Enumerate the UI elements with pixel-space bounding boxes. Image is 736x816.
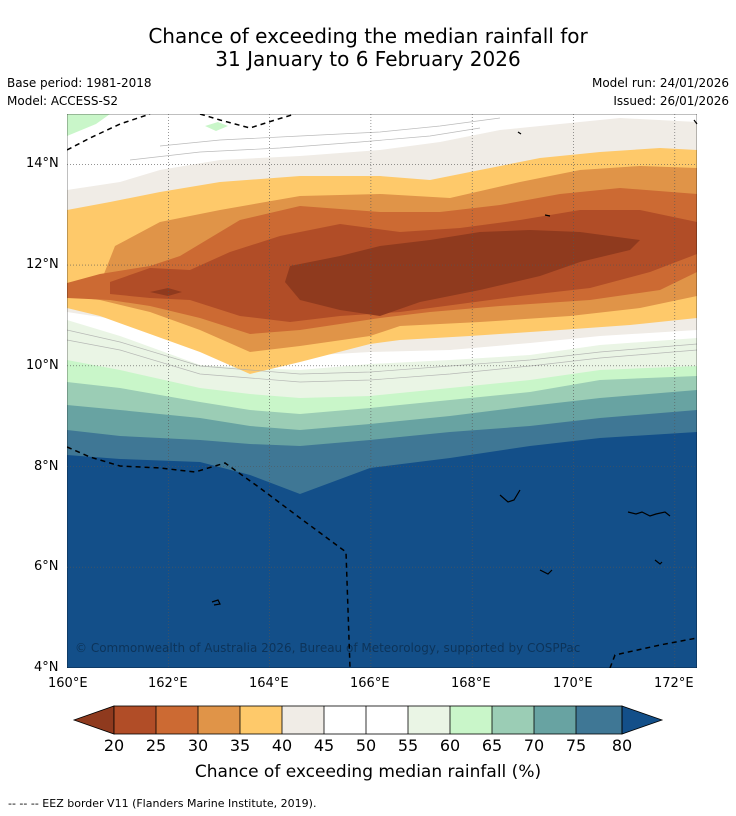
colorbar-tick-20: 20 (103, 736, 125, 755)
title-line-1: Chance of exceeding the median rainfall … (148, 24, 588, 48)
graticule (67, 114, 697, 668)
issued-date: Issued: 26/01/2026 (613, 94, 729, 108)
colorbar-tick-30: 30 (187, 736, 209, 755)
lon-tick-164: 164°E (249, 676, 289, 691)
model-run-date: Model run: 24/01/2026 (591, 76, 729, 90)
lon-tick-160: 160°E (48, 676, 88, 691)
lat-tick-6: 6°N (34, 559, 59, 574)
colorbar-title: Chance of exceeding median rainfall (%) (194, 762, 542, 782)
lat-tick-8: 8°N (34, 459, 59, 474)
lat-tick-14: 14°N (26, 156, 59, 171)
lon-tick-170: 170°E (553, 676, 593, 691)
colorbar-tick-80: 80 (611, 736, 633, 755)
colorbar-tick-50: 50 (355, 736, 377, 755)
colorbar-tick-35: 35 (229, 736, 251, 755)
band-under-20-west (150, 288, 182, 296)
colorbar-under-triangle (72, 705, 115, 735)
lon-tick-172: 172°E (654, 676, 694, 691)
colorbar (72, 705, 664, 735)
colorbar-tick-55: 55 (397, 736, 419, 755)
lat-tick-10: 10°N (26, 358, 59, 373)
lat-tick-4: 4°N (34, 660, 59, 675)
copyright-notice: © Commonwealth of Australia 2026, Bureau… (75, 641, 581, 655)
rainfall-probability-map (67, 114, 697, 668)
colorbar-tick-40: 40 (271, 736, 293, 755)
lon-tick-166: 166°E (350, 676, 390, 691)
colorbar-tick-60: 60 (439, 736, 461, 755)
contour-lines (67, 117, 697, 383)
lon-tick-162: 162°E (148, 676, 188, 691)
eez-borders (67, 114, 697, 668)
band-under-20 (285, 230, 640, 316)
colorbar-over-triangle (621, 705, 664, 735)
lat-tick-12: 12°N (26, 257, 59, 272)
band-60-65-patch-nw (67, 114, 110, 136)
colorbar-tick-25: 25 (145, 736, 167, 755)
colorbar-tick-65: 65 (481, 736, 503, 755)
band-60-65-patch (205, 122, 228, 131)
colorbar-tick-45: 45 (313, 736, 335, 755)
base-period: Base period: 1981-2018 (7, 76, 152, 90)
colorbar-tick-70: 70 (523, 736, 545, 755)
model-name: Model: ACCESS-S2 (7, 94, 119, 108)
islands (211, 119, 698, 606)
eez-footnote: -- -- -- EEZ border V11 (Flanders Marine… (8, 797, 317, 810)
title-line-2: 31 January to 6 February 2026 (215, 47, 521, 71)
colorbar-tick-75: 75 (565, 736, 587, 755)
lon-tick-168: 168°E (451, 676, 491, 691)
